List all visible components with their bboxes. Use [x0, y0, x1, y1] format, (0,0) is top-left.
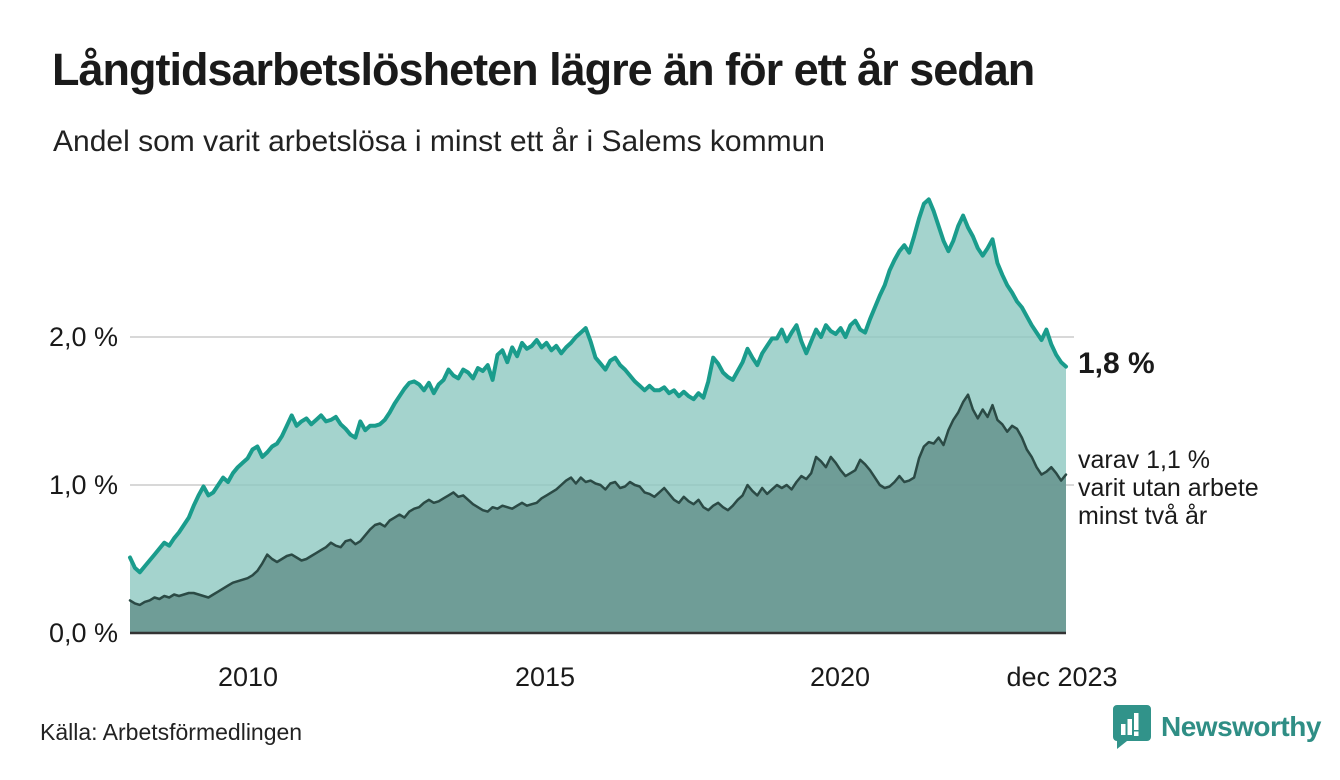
page-title: Långtidsarbetslösheten lägre än för ett …	[52, 44, 1035, 95]
y-tick-label-2: 2,0 %	[48, 322, 118, 352]
x-tick-label-2010: 2010	[217, 662, 279, 692]
area-minst-tva-ar	[130, 394, 1066, 633]
newsworthy-logo: Newsworthy	[1112, 704, 1321, 750]
line-minst-tva-ar	[128, 393, 1068, 607]
source-credit: Källa: Arbetsförmedlingen	[40, 719, 303, 745]
series-layer	[128, 197, 1068, 633]
x-tick-label-2020: 2020	[809, 662, 871, 692]
y-tick-label-0: 0,0 %	[48, 618, 118, 648]
annotation-line-1: varav 1,1 %	[1078, 446, 1211, 474]
secondary-series-annotation: varav 1,1 % varit utan arbete minst två …	[1078, 446, 1318, 530]
chart-subtitle: Andel som varit arbetslösa i minst ett å…	[53, 125, 825, 158]
annotation-line-3: minst två år	[1078, 502, 1208, 530]
line-minst-ett-ar	[128, 197, 1068, 575]
annotation-line-2: varit utan arbete	[1078, 474, 1259, 502]
x-tick-label-dec-2023: dec 2023	[1006, 662, 1118, 692]
x-tick-label-2015: 2015	[514, 662, 576, 692]
end-value-annotation: 1,8 %	[1078, 347, 1155, 380]
bar-chart-speech-bubble-icon	[1113, 705, 1151, 749]
logo-text: Newsworthy	[1161, 711, 1321, 742]
y-tick-label-1: 1,0 %	[48, 470, 118, 500]
